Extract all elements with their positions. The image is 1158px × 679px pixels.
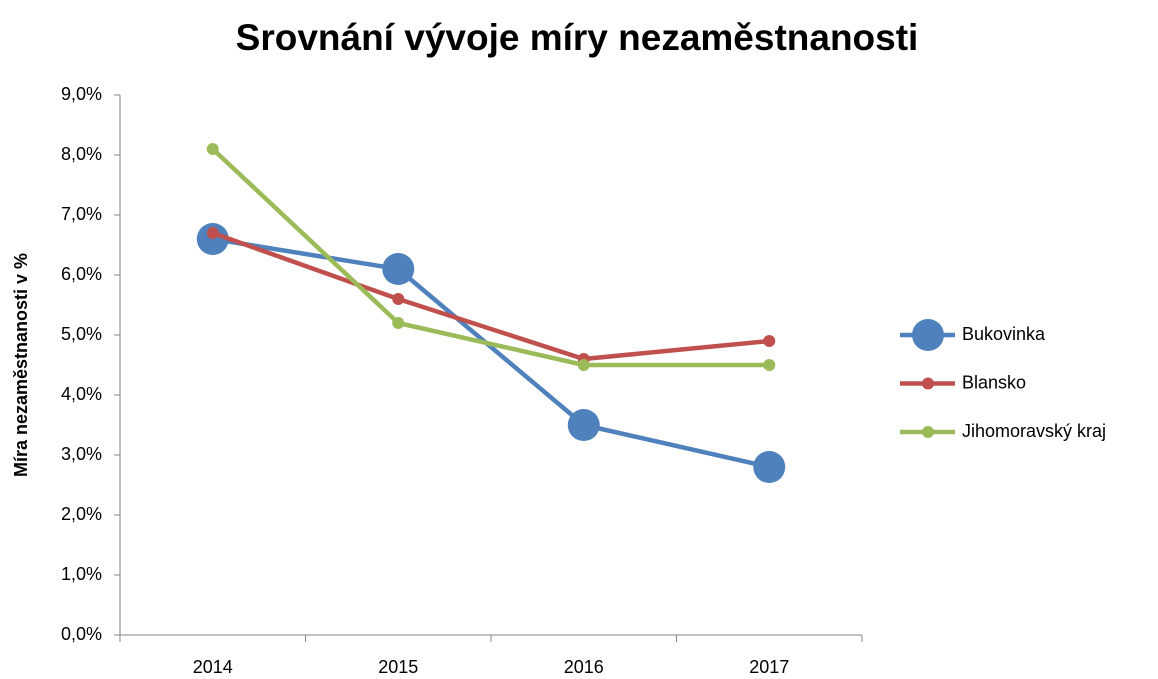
legend-marker [922, 377, 934, 390]
y-axis-label: Míra nezaměstnanosti v % [11, 253, 31, 477]
chart-title: Srovnání vývoje míry nezaměstnanosti [236, 17, 919, 58]
marker [206, 143, 219, 155]
y-tick-label: 2,0% [61, 504, 102, 524]
legend-marker [912, 319, 944, 351]
x-tick-label: 2016 [564, 657, 604, 677]
x-tick-label: 2017 [749, 657, 789, 677]
marker [763, 359, 776, 371]
y-tick-label: 6,0% [61, 264, 102, 284]
marker [763, 335, 776, 347]
x-tick-label: 2015 [378, 657, 418, 677]
y-tick-label: 1,0% [61, 564, 102, 584]
series-line [211, 147, 770, 368]
marker [392, 317, 405, 329]
y-tick-label: 5,0% [61, 324, 102, 344]
legend-marker [922, 426, 934, 438]
y-tick-label: 0,0% [61, 624, 102, 644]
legend-label: Bukovinka [962, 324, 1046, 344]
y-tick-label: 8,0% [61, 144, 102, 164]
marker [206, 227, 219, 239]
legend-label: Jihomoravský kraj [962, 421, 1106, 441]
x-tick-label: 2014 [193, 657, 233, 677]
series-line [212, 236, 770, 470]
y-tick-label: 3,0% [61, 444, 102, 464]
marker [382, 253, 415, 285]
marker [392, 293, 405, 305]
y-tick-label: 7,0% [61, 204, 102, 224]
marker [753, 451, 786, 483]
legend-label: Blansko [962, 372, 1026, 392]
marker [567, 409, 600, 441]
series-line [211, 230, 770, 362]
y-tick-label: 4,0% [61, 384, 102, 404]
marker [577, 359, 590, 371]
y-tick-label: 9,0% [61, 84, 102, 104]
